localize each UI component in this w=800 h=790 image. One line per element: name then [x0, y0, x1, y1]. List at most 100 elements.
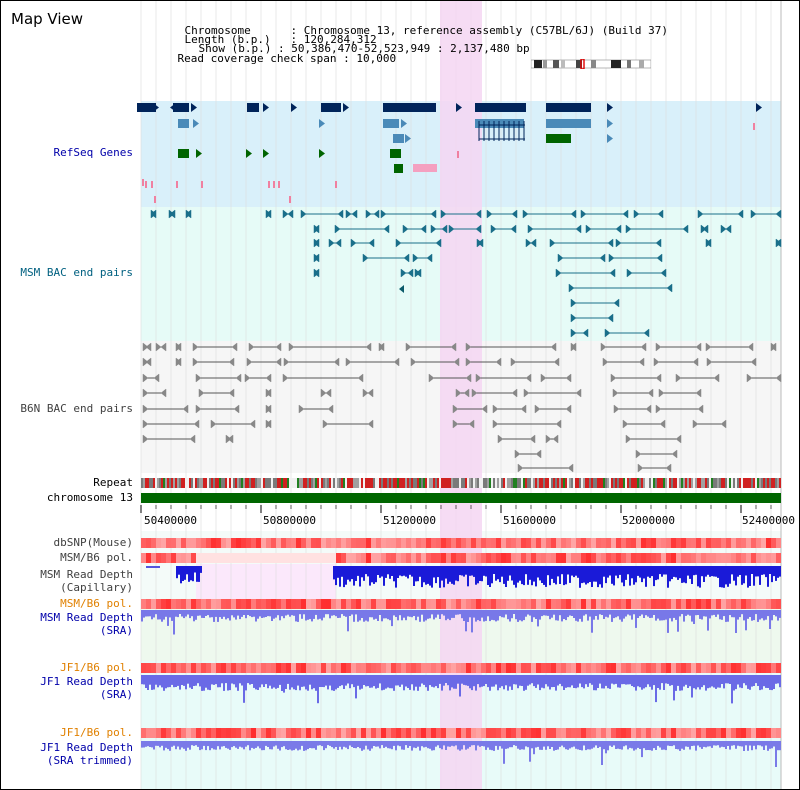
snp-density-cell	[341, 728, 346, 738]
depth-bar	[301, 741, 303, 746]
depth-bar	[653, 675, 655, 686]
depth-bar	[393, 741, 395, 746]
depth-bar	[493, 741, 495, 751]
repeat-segment	[327, 478, 329, 488]
track-label-jf1-depth-sra-1[interactable]: JF1 Read Depth	[40, 675, 133, 688]
depth-bar	[381, 675, 383, 691]
depth-bar	[403, 610, 405, 618]
depth-bar	[146, 566, 160, 568]
depth-bar	[435, 566, 437, 584]
snp-density-cell	[346, 728, 351, 738]
ruler-label-5: 52000000	[622, 514, 675, 527]
depth-bar	[413, 566, 415, 586]
track-label-repeat[interactable]: Repeat	[93, 476, 133, 489]
bac-end	[313, 253, 320, 263]
bac-end	[455, 388, 462, 398]
repeat-segment	[257, 478, 259, 488]
snp-density-cell	[396, 553, 401, 563]
depth-bar	[773, 741, 775, 747]
track-label-refseq[interactable]: RefSeq Genes	[53, 146, 133, 159]
depth-bar	[663, 610, 665, 621]
depth-bar	[735, 741, 737, 749]
depth-bar	[507, 675, 509, 691]
snp-density-cell	[336, 599, 341, 609]
snp-density-cell	[586, 663, 591, 673]
msm-b6-pol-heatmap-2	[141, 599, 781, 609]
track-label-b6n-bac[interactable]: B6N BAC end pairs	[20, 402, 133, 415]
snp-density-cell	[266, 728, 271, 738]
depth-bar	[303, 610, 305, 615]
snp-density-cell	[596, 538, 601, 548]
depth-bar	[713, 566, 715, 577]
depth-bar	[683, 741, 685, 750]
depth-bar	[409, 675, 411, 690]
depth-bar	[197, 741, 199, 747]
bac-end	[643, 328, 650, 338]
snp-density-cell	[631, 728, 636, 738]
repeat-segment	[727, 478, 729, 488]
depth-bar	[711, 741, 713, 748]
track-label-msm-bac[interactable]: MSM BAC end pairs	[20, 266, 133, 279]
depth-bar	[179, 741, 181, 750]
depth-bar	[537, 741, 539, 747]
depth-bar	[151, 610, 153, 620]
depth-bar	[493, 566, 495, 574]
snp-density-cell	[196, 538, 201, 548]
ruler-label-1: 50400000	[144, 514, 197, 527]
depth-bar	[469, 675, 471, 689]
gene-marker	[154, 196, 156, 203]
depth-bar	[399, 741, 401, 747]
track-label-chromosome[interactable]: chromosome 13	[46, 491, 133, 504]
depth-bar	[369, 566, 371, 586]
track-label-msm-depth-sra-2[interactable]: (SRA)	[99, 624, 133, 637]
bac-end	[198, 388, 205, 398]
chromosome-ideogram[interactable]	[530, 54, 652, 70]
gene-marker	[145, 181, 147, 188]
snp-density-cell	[186, 553, 191, 563]
depth-bar	[221, 675, 223, 684]
depth-bar	[309, 675, 311, 685]
depth-bar	[391, 610, 393, 627]
depth-bar	[431, 741, 433, 751]
snp-density-cell	[711, 599, 716, 609]
track-label-msm-b6-pol-1[interactable]: MSM/B6 pol.	[60, 551, 133, 564]
depth-bar	[341, 566, 343, 577]
track-label-jf1-depth-trim-1[interactable]: JF1 Read Depth	[40, 741, 133, 754]
repeat-segment	[585, 478, 587, 488]
snp-density-cell	[681, 599, 686, 609]
depth-bar	[235, 610, 237, 620]
track-label-jf1-b6-pol-1[interactable]: JF1/B6 pol.	[60, 661, 133, 674]
snp-density-cell	[161, 728, 166, 738]
depth-bar	[203, 610, 205, 618]
track-label-msm-b6-pol-2[interactable]: MSM/B6 pol.	[60, 597, 133, 610]
snp-density-cell	[246, 728, 251, 738]
snp-density-cell	[436, 599, 441, 609]
track-label-msm-depth-cap-1[interactable]: MSM Read Depth	[40, 568, 133, 581]
track-label-msm-depth-sra-1[interactable]: MSM Read Depth	[40, 611, 133, 624]
depth-bar	[623, 741, 625, 747]
repeat-segment	[729, 478, 731, 488]
track-label-dbsnp[interactable]: dbSNP(Mouse)	[53, 536, 133, 549]
track-label-msm-depth-cap-2[interactable]: (Capillary)	[60, 581, 133, 594]
track-label-jf1-b6-pol-2[interactable]: JF1/B6 pol.	[60, 726, 133, 739]
depth-bar	[519, 741, 521, 750]
repeat-segment	[667, 478, 669, 488]
repeat-segment	[221, 478, 223, 488]
snp-density-cell	[156, 599, 161, 609]
bac-end	[142, 342, 149, 352]
track-label-jf1-depth-sra-2[interactable]: (SRA)	[99, 688, 133, 701]
ruler-label-3: 51200000	[383, 514, 436, 527]
repeat-segment	[761, 478, 763, 488]
snp-density-cell	[251, 553, 256, 563]
repeat-segment	[217, 478, 219, 488]
snp-density-cell	[681, 663, 686, 673]
depth-bar	[673, 566, 675, 577]
depth-bar	[587, 610, 589, 621]
track-label-jf1-depth-trim-2[interactable]: (SRA trimmed)	[46, 754, 133, 767]
depth-bar	[161, 610, 163, 622]
snp-density-cell	[586, 553, 591, 563]
snp-density-cell	[751, 663, 756, 673]
snp-density-cell	[561, 663, 566, 673]
depth-bar	[723, 741, 725, 748]
